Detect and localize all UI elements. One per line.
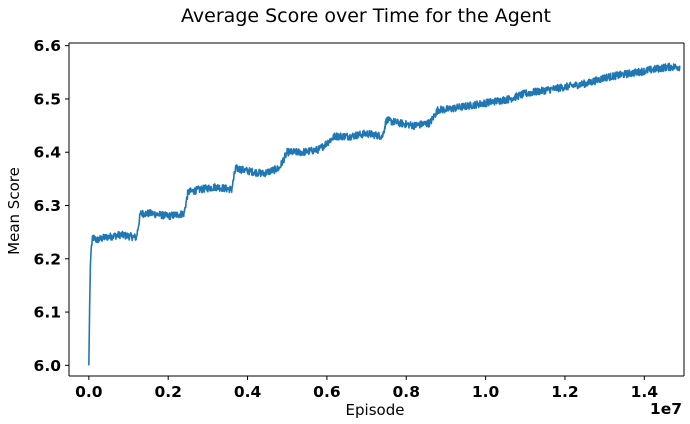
x-axis-ticks: 0.0 0.2 0.4 0.6 0.8 1.0 1.2 1.4 bbox=[75, 376, 658, 401]
y-axis-label: Mean Score bbox=[5, 167, 23, 255]
y-tick-label: 6.4 bbox=[34, 144, 62, 162]
series-line bbox=[88, 62, 681, 366]
x-axis-offset-label: 1e7 bbox=[650, 400, 682, 418]
x-tick-label: 0.4 bbox=[234, 383, 262, 401]
y-axis-ticks: 6.0 6.1 6.2 6.3 6.4 6.5 6.6 bbox=[34, 37, 69, 375]
x-tick-label: 0.0 bbox=[75, 383, 103, 401]
x-tick-label: 0.6 bbox=[313, 383, 340, 401]
y-tick-label: 6.5 bbox=[34, 90, 61, 108]
y-tick-label: 6.0 bbox=[34, 357, 62, 375]
x-axis-label: Episode bbox=[346, 401, 405, 419]
x-tick-label: 1.4 bbox=[631, 383, 659, 401]
plot-area: 0.0 0.2 0.4 0.6 0.8 1.0 1.2 1.4 6.0 6.1 6.2 6.3 6.4… bbox=[34, 37, 685, 401]
y-tick-label: 6.6 bbox=[34, 37, 61, 55]
y-tick-label: 6.1 bbox=[34, 304, 61, 322]
y-tick-label: 6.3 bbox=[34, 197, 61, 215]
chart-title: Average Score over Time for the Agent bbox=[181, 5, 551, 27]
x-tick-label: 1.2 bbox=[551, 383, 578, 401]
x-tick-label: 0.8 bbox=[393, 383, 420, 401]
series-layer bbox=[88, 62, 681, 366]
y-tick-label: 6.2 bbox=[34, 250, 61, 268]
x-tick-label: 1.0 bbox=[472, 383, 500, 401]
x-tick-label: 0.2 bbox=[154, 383, 181, 401]
